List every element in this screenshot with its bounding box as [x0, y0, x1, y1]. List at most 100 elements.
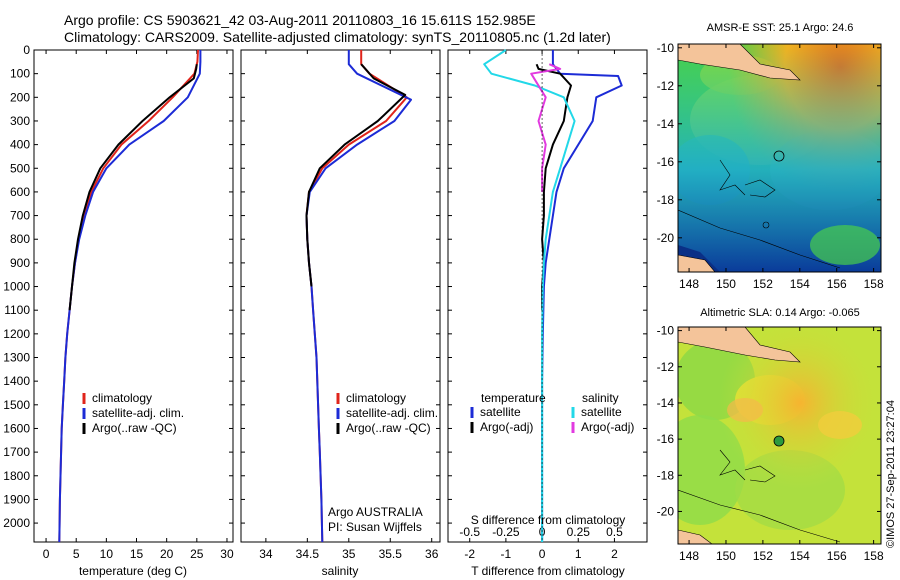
temperature-plot-frame	[33, 49, 234, 543]
depth-tick-label: 1100	[4, 303, 30, 317]
difference-panel: -2 -1 0 1 2 -0.5 -0.25 0 0.25 0.5 T difference f…	[447, 49, 648, 578]
s-difference-label: S difference from climatology	[471, 513, 626, 527]
depth-tick-label: 200	[10, 90, 30, 104]
series-line-argo-raw-qc-	[305, 63, 407, 287]
x-tick-label: 15	[130, 547, 144, 561]
map-lat-label: -10	[657, 41, 675, 55]
map-lat-label: -14	[657, 117, 675, 131]
x-tick-label: 34	[259, 547, 273, 561]
depth-tick-label: 700	[10, 209, 30, 223]
map-lon-label: 148	[679, 549, 699, 563]
map-lon-label: 154	[790, 549, 810, 563]
series-line-t-satellite	[541, 50, 623, 542]
sst-map-title: AMSR-E SST: 25.1 Argo: 24.6	[707, 22, 854, 34]
difference-legend: temperature salinitysatelliteArgo(-adj)sa…	[470, 391, 634, 434]
depth-tick-label: 1200	[3, 327, 30, 341]
difference-series	[483, 49, 623, 542]
legend-label: satellite-adj. clim.	[92, 406, 184, 420]
depth-tick-label: 1400	[3, 374, 30, 388]
legend-label: Argo(..raw -QC)	[92, 421, 177, 435]
legend-label: climatology	[92, 391, 152, 405]
s-tick-label: 0.5	[606, 525, 623, 539]
series-line-satellite-adj-clim-	[305, 50, 412, 543]
x-tick-label: 25	[190, 547, 204, 561]
legend-label: Argo(-adj)	[581, 420, 634, 434]
map-lon-label: 150	[716, 277, 736, 291]
sla-map-axes: 148 150 152 154 156 158 -10 -12 -14 -16 -18 -20	[657, 324, 884, 563]
salinity-y-ticks	[241, 49, 440, 524]
series-line-s-argo-adj-	[530, 63, 562, 192]
x-tick-label: 35.5	[379, 547, 403, 561]
s-tick-label: -0.5	[459, 525, 480, 539]
legend-label: Argo(..raw -QC)	[346, 421, 431, 435]
x-tick-label: 34.5	[296, 547, 320, 561]
legend-label: climatology	[346, 391, 406, 405]
map-lon-label: 158	[864, 277, 884, 291]
sla-map-title: Altimetric SLA: 0.14 Argo: -0.065	[700, 307, 860, 319]
sla-map-panel: Altimetric SLA: 0.14 Argo: -0.065 148 150…	[657, 307, 884, 563]
series-line-argo-raw-qc-	[68, 64, 198, 311]
x-tick-label: -2	[464, 547, 475, 561]
sla-map-frame	[677, 326, 882, 545]
argo-program-label: Argo AUSTRALIA	[328, 505, 423, 519]
depth-tick-label: 400	[10, 138, 30, 152]
map-lat-label: -12	[657, 360, 675, 374]
x-tick-label: 36	[425, 547, 439, 561]
sst-map-axes: 148 150 152 154 156 158 -10 -12 -14 -16 -18 -20	[657, 41, 884, 291]
map-lat-label: -16	[657, 432, 675, 446]
map-lat-label: -16	[657, 155, 675, 169]
depth-tick-label: 1000	[3, 280, 30, 294]
map-lat-label: -14	[657, 396, 675, 410]
depth-tick-label: 1600	[3, 421, 30, 435]
legend-label: Argo(-adj)	[480, 420, 533, 434]
map-lon-label: 156	[827, 277, 847, 291]
pi-name-label: PI: Susan Wijffels	[328, 520, 422, 534]
x-tick-label: -1	[501, 547, 512, 561]
temperature-xlabel: temperature (deg C)	[79, 564, 187, 578]
map-lon-label: 154	[790, 277, 810, 291]
map-lon-label: 150	[716, 549, 736, 563]
map-lon-label: 156	[827, 549, 847, 563]
depth-tick-label: 500	[10, 161, 30, 175]
sst-field	[678, 44, 881, 272]
depth-tick-label: 2000	[3, 516, 30, 530]
depth-tick-label: 100	[10, 67, 30, 81]
map-lon-label: 148	[679, 277, 699, 291]
difference-xlabel: T difference from climatology	[471, 564, 625, 578]
x-tick-label: 5	[73, 547, 80, 561]
temperature-panel: 0100200300400500600700800900100011001200…	[3, 43, 234, 578]
map-lon-label: 152	[753, 549, 773, 563]
salinity-x-axis: 34 34.5 35 35.5 36	[259, 50, 439, 561]
sst-map-panel: AMSR-E SST: 25.1 Argo: 24.6 148 150 152 154…	[657, 22, 884, 291]
series-line-s-satellite	[483, 49, 576, 542]
x-tick-label: 10	[100, 547, 114, 561]
map-lon-label: 158	[864, 549, 884, 563]
temperature-x-axis: 0 5 10 15 20 25 30	[43, 50, 234, 561]
x-tick-label: 20	[160, 547, 174, 561]
salinity-panel: 34 34.5 35 35.5 36 salinity climatologysatel…	[240, 49, 441, 578]
salinity-xlabel: salinity	[322, 564, 359, 578]
s-tick-label: -0.25	[492, 525, 520, 539]
sla-argo-marker	[773, 435, 785, 447]
depth-tick-label: 900	[10, 256, 30, 270]
map-lat-label: -20	[657, 504, 675, 518]
header-line-2: Climatology: CARS2009. Satellite-adjuste…	[64, 29, 611, 45]
salinity-plot-frame	[240, 49, 441, 543]
depth-tick-label: 600	[10, 185, 30, 199]
sla-field	[678, 327, 881, 544]
sst-map-frame	[677, 43, 882, 273]
legend-title-temperature: temperature	[481, 391, 546, 405]
imos-credit: ©IMOS 27-Sep-2011 23:27:04	[885, 400, 897, 548]
x-tick-label: 2	[611, 547, 618, 561]
depth-tick-label: 1700	[3, 445, 30, 459]
map-lat-label: -20	[657, 231, 675, 245]
map-lat-label: -18	[657, 193, 675, 207]
map-lat-label: -10	[657, 324, 675, 338]
salinity-series	[305, 50, 412, 543]
legend-label: satellite-adj. clim.	[346, 406, 438, 420]
map-lat-label: -12	[657, 79, 675, 93]
depth-tick-label: 300	[10, 114, 30, 128]
